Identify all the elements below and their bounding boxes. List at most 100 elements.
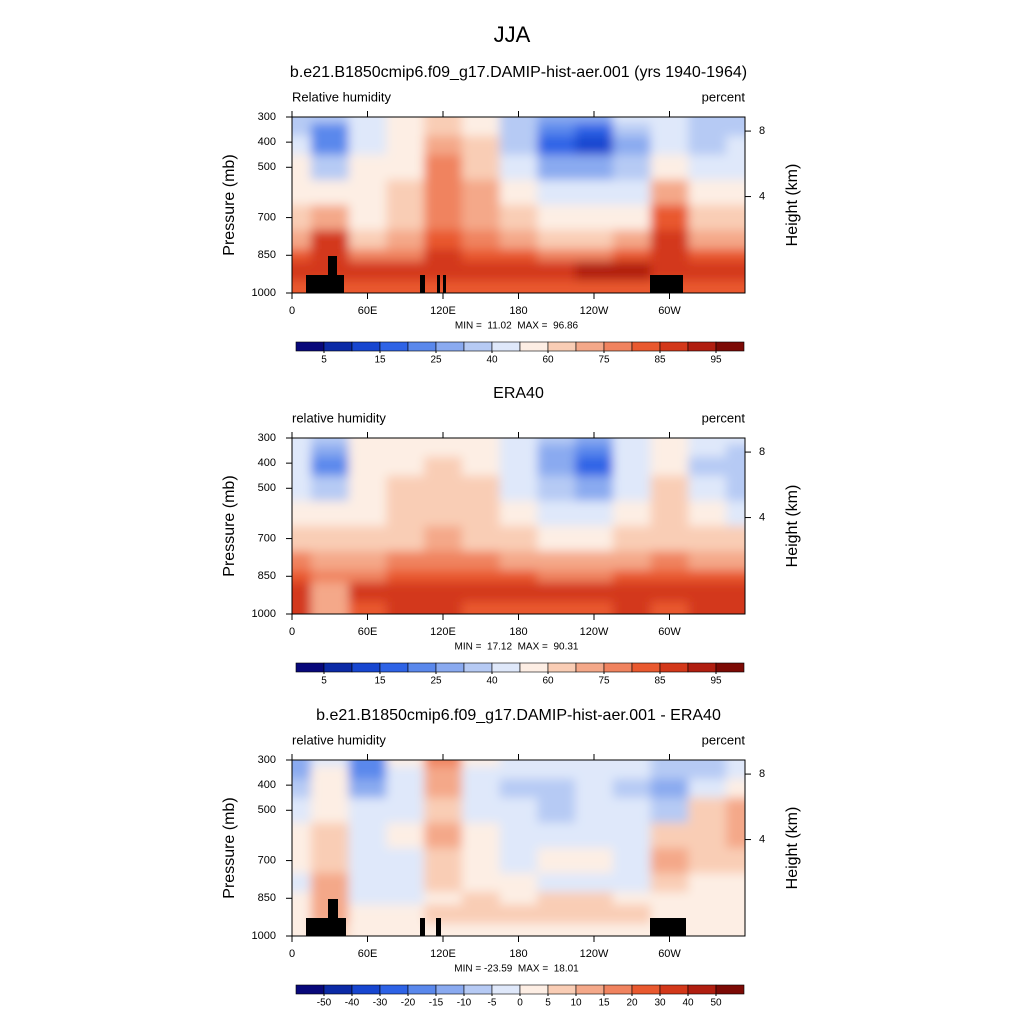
contour-cell — [499, 822, 538, 849]
x-tick-label: 60E — [358, 305, 378, 317]
contour-cell — [461, 117, 501, 124]
colorbar-swatch — [687, 341, 717, 352]
contour-cell — [650, 760, 689, 767]
contour-cell — [688, 551, 727, 571]
colorbar-swatch — [295, 984, 325, 995]
contour-cell — [688, 205, 727, 231]
contour-cell — [499, 601, 538, 614]
contour-cell — [726, 475, 745, 502]
y-tick-label: 300 — [258, 111, 276, 123]
colorbar-label: -15 — [429, 998, 444, 1009]
colorbar-swatch — [295, 662, 325, 673]
y-tick-label: 300 — [258, 432, 276, 444]
colorbar-swatch — [547, 984, 577, 995]
contour-cell — [461, 123, 501, 137]
contour-cell — [424, 904, 463, 924]
contour-cell — [386, 904, 425, 924]
contour-cell — [612, 444, 652, 458]
contour-cell — [575, 179, 614, 206]
contour-cell — [348, 551, 387, 571]
contour-cell — [650, 438, 689, 445]
contour-cell — [424, 456, 463, 477]
contour-cell — [726, 848, 745, 874]
contour-cell — [292, 261, 312, 281]
y-tick-label: 400 — [258, 457, 276, 469]
contour-cell — [575, 570, 614, 584]
contour-cell — [575, 154, 614, 181]
topography — [420, 275, 425, 293]
contour-cell — [612, 822, 652, 849]
colorbar-swatch — [575, 662, 605, 673]
contour-cell — [461, 135, 501, 156]
y2-axis-label: Height (km) — [784, 807, 801, 890]
contour-cell — [424, 760, 463, 767]
contour-cell — [650, 582, 689, 602]
contour-cell — [292, 456, 312, 477]
colorbar-swatch — [603, 662, 633, 673]
contour-cell — [386, 760, 425, 767]
contour-cell — [537, 923, 576, 936]
contour-cell — [537, 601, 576, 614]
contour-cell — [612, 456, 652, 477]
topography — [420, 918, 425, 936]
figure-title: JJA — [494, 22, 531, 47]
colorbar-swatch — [519, 984, 549, 995]
contour-cell — [726, 123, 745, 137]
contour-cell — [650, 230, 689, 250]
x-tick-label: 180 — [509, 305, 527, 317]
x-tick-label: 120E — [430, 305, 456, 317]
contour-cell — [575, 456, 614, 477]
contour-cell — [348, 797, 387, 824]
contour-cell — [650, 848, 689, 874]
contour-cell — [461, 230, 501, 250]
contour-cell — [461, 848, 501, 874]
contour-cell — [386, 261, 425, 281]
colorbar-swatch — [435, 341, 465, 352]
contour-cell — [292, 444, 312, 458]
contour-cell — [612, 154, 652, 181]
contour-cell — [612, 766, 652, 780]
contour-cell — [424, 475, 463, 502]
left-label: Relative humidity — [292, 89, 391, 104]
contour-cell — [612, 551, 652, 571]
colorbar-swatch — [547, 341, 577, 352]
contour-cell — [424, 117, 463, 124]
colorbar-label: 60 — [542, 676, 554, 687]
contour-cell — [499, 456, 538, 477]
contour-cell — [537, 456, 576, 477]
contour-cell — [310, 582, 350, 602]
contour-cell — [612, 135, 652, 156]
contour-cell — [386, 444, 425, 458]
y-tick-label: 300 — [258, 754, 276, 766]
contour-cell — [612, 249, 652, 263]
contour-cell — [537, 892, 576, 906]
contour-cell — [348, 892, 387, 906]
colorbar-swatch — [659, 662, 689, 673]
colorbar-label: -10 — [457, 998, 472, 1009]
colorbar-swatch — [715, 984, 745, 995]
contour-cell — [612, 475, 652, 502]
contour-cell — [537, 475, 576, 502]
contour-cell — [688, 570, 727, 584]
contour-cell — [537, 778, 576, 799]
contour-cell — [310, 892, 350, 906]
y-tick-label: 1000 — [252, 287, 276, 299]
contour-field — [292, 760, 745, 936]
contour-cell — [461, 179, 501, 206]
contour-cell — [612, 179, 652, 206]
contour-cell — [310, 766, 350, 780]
contour-cell — [650, 873, 689, 893]
contour-cell — [348, 475, 387, 502]
contour-cell — [461, 904, 501, 924]
contour-cell — [348, 135, 387, 156]
colorbar-swatch — [631, 984, 661, 995]
contour-cell — [688, 582, 727, 602]
x-tick-label: 120E — [430, 948, 456, 960]
contour-cell — [650, 526, 689, 552]
colorbar-swatch — [351, 984, 381, 995]
contour-cell — [499, 923, 538, 936]
colorbar-swatch — [575, 341, 605, 352]
colorbar-label: 25 — [430, 676, 442, 687]
contour-cell — [386, 205, 425, 231]
